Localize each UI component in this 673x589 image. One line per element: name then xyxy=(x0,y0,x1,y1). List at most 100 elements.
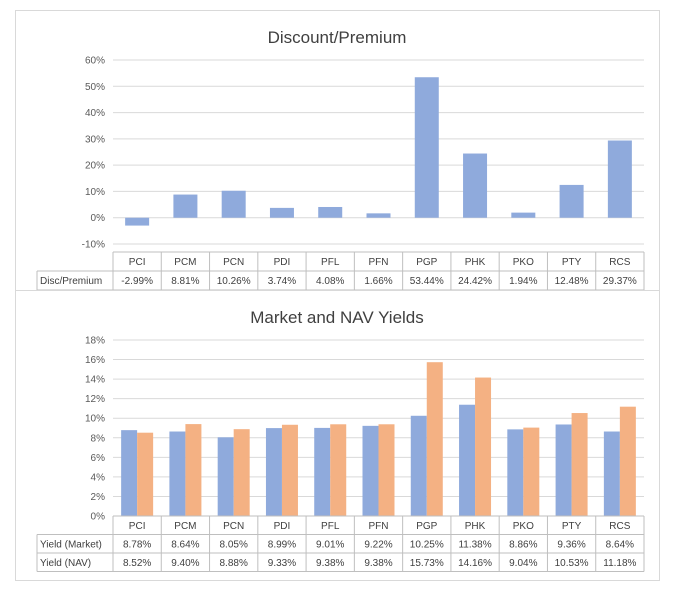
data-label: 9.22% xyxy=(364,539,392,550)
y-tick-label: 4% xyxy=(91,472,106,483)
data-label: 9.33% xyxy=(268,558,296,569)
chart-title: Discount/Premium xyxy=(268,28,407,47)
bar-disc-premium-pty xyxy=(559,184,584,218)
category-label: PGP xyxy=(416,521,437,532)
bar-yield-nav--pgp xyxy=(426,362,443,516)
category-label: PFN xyxy=(369,257,389,268)
data-label: 10.53% xyxy=(555,558,589,569)
category-label: PDI xyxy=(274,521,291,532)
data-label: 9.40% xyxy=(171,558,199,569)
bar-disc-premium-pcm xyxy=(173,194,198,218)
bar-yield-nav--pko xyxy=(523,427,540,516)
bar-disc-premium-pfn xyxy=(366,213,391,218)
category-label: PGP xyxy=(416,257,437,268)
bar-disc-premium-pci xyxy=(125,217,150,226)
y-tick-label: 18% xyxy=(85,336,105,347)
data-label: 14.16% xyxy=(458,558,492,569)
data-label: 8.78% xyxy=(123,539,151,550)
category-label: PFN xyxy=(369,521,389,532)
chart-title: Market and NAV Yields xyxy=(250,308,424,327)
category-label: PCM xyxy=(174,257,196,268)
bar-yield-market--pko xyxy=(507,429,524,516)
data-label: 9.38% xyxy=(364,558,392,569)
y-tick-label: -10% xyxy=(82,240,105,251)
data-label: 8.52% xyxy=(123,558,151,569)
category-label: PKO xyxy=(513,257,534,268)
y-tick-label: 20% xyxy=(85,161,105,172)
category-label: PTY xyxy=(562,257,582,268)
bar-disc-premium-pko xyxy=(511,212,536,218)
data-label: 8.64% xyxy=(171,539,199,550)
y-tick-label: 50% xyxy=(85,82,105,93)
y-tick-label: 8% xyxy=(91,433,106,444)
category-label: PCI xyxy=(129,521,146,532)
bar-yield-nav--rcs xyxy=(619,406,636,516)
data-label: 10.26% xyxy=(217,276,251,287)
data-label: 53.44% xyxy=(410,276,444,287)
y-tick-label: 10% xyxy=(85,187,105,198)
category-label: PHK xyxy=(465,257,486,268)
y-tick-label: 12% xyxy=(85,394,105,405)
bar-yield-nav--pdi xyxy=(281,424,298,516)
bar-yield-nav--pfl xyxy=(330,424,347,516)
data-label: 24.42% xyxy=(458,276,492,287)
bar-yield-market--pty xyxy=(555,424,572,516)
data-label: 15.73% xyxy=(410,558,444,569)
bar-yield-market--pgp xyxy=(410,415,427,516)
series-name: Yield (Market) xyxy=(40,539,102,550)
bar-yield-nav--pty xyxy=(571,413,588,516)
data-label: 8.88% xyxy=(220,558,248,569)
category-label: PCI xyxy=(129,257,146,268)
y-tick-label: 40% xyxy=(85,108,105,119)
bar-yield-market--pcm xyxy=(169,431,186,516)
bar-yield-market--pci xyxy=(121,430,138,516)
data-label: 8.64% xyxy=(606,539,634,550)
bar-disc-premium-pcn xyxy=(221,190,246,218)
category-label: RCS xyxy=(609,521,630,532)
data-label: 9.01% xyxy=(316,539,344,550)
bar-yield-nav--phk xyxy=(475,377,492,516)
bar-disc-premium-pdi xyxy=(269,207,294,218)
category-label: PCM xyxy=(174,521,196,532)
data-label: 4.08% xyxy=(316,276,344,287)
bar-disc-premium-phk xyxy=(463,153,488,218)
data-label: 9.38% xyxy=(316,558,344,569)
y-tick-label: 60% xyxy=(85,56,105,67)
bar-yield-market--phk xyxy=(459,404,476,516)
data-label: 9.04% xyxy=(509,558,537,569)
data-label: 11.38% xyxy=(458,539,491,550)
y-tick-label: 0% xyxy=(91,512,106,523)
data-label: 3.74% xyxy=(268,276,296,287)
bar-yield-nav--pfn xyxy=(378,424,395,516)
category-label: PFL xyxy=(321,521,340,532)
category-label: PHK xyxy=(465,521,486,532)
bar-yield-market--pdi xyxy=(265,428,282,516)
bar-disc-premium-rcs xyxy=(607,140,632,218)
y-tick-label: 0% xyxy=(91,213,106,224)
y-tick-label: 14% xyxy=(85,375,105,386)
bar-disc-premium-pgp xyxy=(414,77,439,218)
category-label: PTY xyxy=(562,521,582,532)
y-tick-label: 2% xyxy=(91,492,106,503)
data-label: 10.25% xyxy=(410,539,444,550)
data-label: 8.99% xyxy=(268,539,296,550)
category-label: PDI xyxy=(274,257,291,268)
data-label: 8.81% xyxy=(171,276,199,287)
data-label: 29.37% xyxy=(603,276,637,287)
data-label: 1.94% xyxy=(509,276,537,287)
market-nav-yields-chart: Market and NAV Yields 0% 2% 4% 6% 8% 10% 12% 14… xyxy=(15,290,660,581)
bar-yield-market--pcn xyxy=(217,437,234,516)
category-label: RCS xyxy=(609,257,630,268)
bar-yield-market--pfn xyxy=(362,425,379,516)
discount-premium-svg: Discount/Premium -10% 0% 10% 20% 30% 40% 50% 60… xyxy=(36,28,645,291)
data-label: 9.36% xyxy=(557,539,585,550)
y-tick-label: 30% xyxy=(85,134,105,145)
bar-yield-market--pfl xyxy=(314,427,331,516)
data-label: 12.48% xyxy=(555,276,589,287)
category-label: PCN xyxy=(223,257,244,268)
bar-yield-nav--pcn xyxy=(233,429,250,516)
bar-yield-nav--pcm xyxy=(185,424,202,516)
data-label: 1.66% xyxy=(364,276,392,287)
y-tick-label: 10% xyxy=(85,414,105,425)
data-label: 8.05% xyxy=(220,539,248,550)
